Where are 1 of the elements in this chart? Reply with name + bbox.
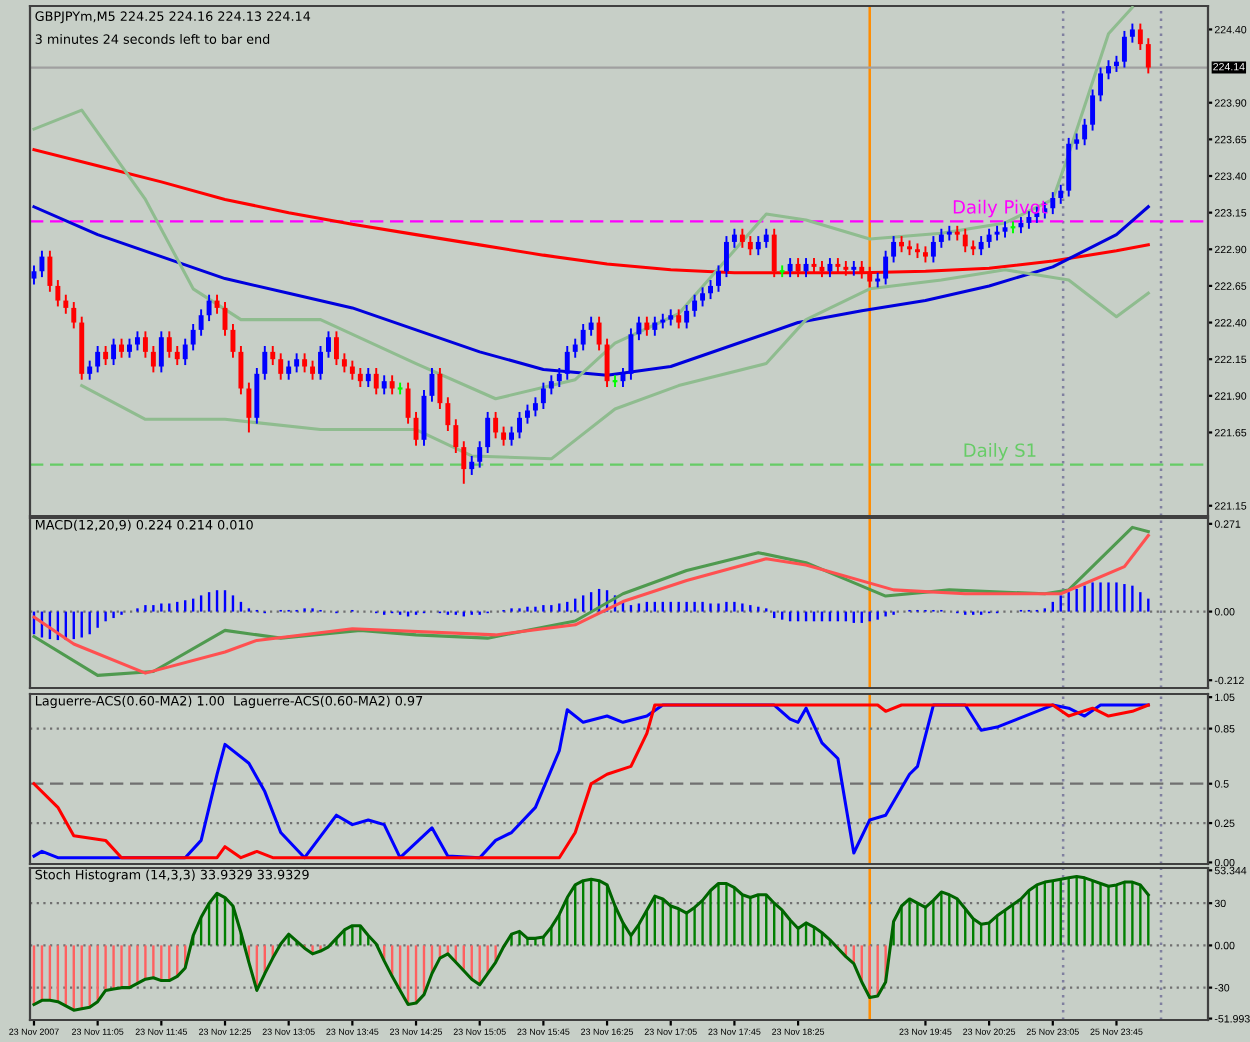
ref-line-label: Daily S1 (964, 443, 1036, 461)
